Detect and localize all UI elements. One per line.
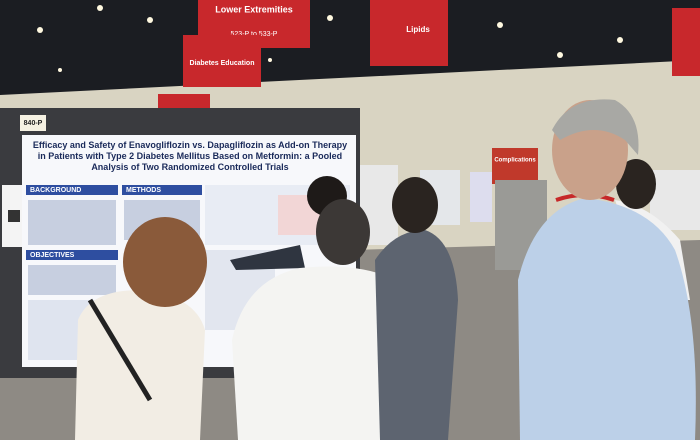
sign: Complications — [492, 148, 538, 184]
board-number: 840-P — [24, 120, 43, 127]
ceiling-lights — [37, 5, 623, 72]
person — [375, 177, 458, 440]
person — [232, 199, 420, 440]
sign: Diabetes Education — [183, 35, 261, 87]
qr-code — [8, 210, 20, 222]
person — [518, 99, 696, 440]
sign-title: Lipids — [406, 25, 430, 34]
section-heading: OBJECTIVES — [30, 252, 75, 259]
poster-title-box: Efficacy and Safety of Enavogliflozin vs… — [32, 140, 348, 172]
sign-title: Diabetes Education — [190, 60, 255, 67]
section-heading: METHODS — [126, 187, 161, 194]
sign-title: Lower Extremities — [215, 4, 293, 14]
board-number-tag — [20, 115, 46, 131]
poster-board — [470, 172, 492, 222]
sign: Lipids — [370, 0, 448, 66]
poster-title: Efficacy and Safety of Enavogliflozin vs… — [32, 140, 348, 172]
sign-range: 523-P to 533-P — [231, 31, 278, 38]
sign — [672, 8, 700, 76]
section-heading: BACKGROUND — [30, 187, 81, 194]
person — [75, 217, 207, 440]
sign-title: Complications — [494, 158, 536, 164]
